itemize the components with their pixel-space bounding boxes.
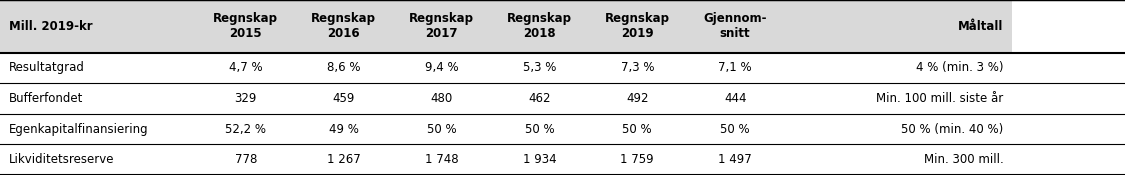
Bar [295, 52, 393, 83]
Bar [784, 52, 1013, 83]
Text: 50 %: 50 % [720, 122, 750, 136]
Text: Bufferfondet: Bufferfondet [9, 92, 83, 105]
Text: Regnskap
2016: Regnskap 2016 [312, 12, 376, 40]
Bar [588, 144, 686, 175]
Bar [197, 52, 295, 83]
Text: 8,6 %: 8,6 % [327, 61, 360, 74]
Text: 1 748: 1 748 [425, 153, 458, 166]
Text: Resultatgrad: Resultatgrad [9, 61, 84, 74]
Text: Regnskap
2018: Regnskap 2018 [507, 12, 572, 40]
Text: Regnskap
2015: Regnskap 2015 [214, 12, 278, 40]
Text: 462: 462 [528, 92, 550, 105]
Text: 1 934: 1 934 [523, 153, 556, 166]
Text: Måltall: Måltall [958, 20, 1004, 33]
Text: 480: 480 [431, 92, 452, 105]
Bar [393, 52, 490, 83]
Text: Gjennom-
snitt: Gjennom- snitt [703, 12, 767, 40]
Text: 329: 329 [235, 92, 256, 105]
Bar [686, 114, 784, 144]
Text: 444: 444 [724, 92, 747, 105]
Bar [0, 114, 197, 144]
Text: 50 % (min. 40 %): 50 % (min. 40 %) [901, 122, 1004, 136]
Bar [588, 0, 686, 52]
Text: Min. 300 mill.: Min. 300 mill. [924, 153, 1004, 166]
Text: 50 %: 50 % [622, 122, 652, 136]
Bar [686, 144, 784, 175]
Text: 4 % (min. 3 %): 4 % (min. 3 %) [916, 61, 1004, 74]
Bar [490, 52, 588, 83]
Text: 50 %: 50 % [426, 122, 457, 136]
Text: Mill. 2019-kr: Mill. 2019-kr [9, 20, 92, 33]
Bar [197, 0, 295, 52]
Bar [588, 114, 686, 144]
Bar [784, 114, 1013, 144]
Text: 5,3 %: 5,3 % [523, 61, 556, 74]
Text: 459: 459 [333, 92, 354, 105]
Text: Likviditetsreserve: Likviditetsreserve [9, 153, 115, 166]
Bar [0, 52, 197, 83]
Bar [197, 83, 295, 114]
Text: Regnskap
2019: Regnskap 2019 [605, 12, 669, 40]
Bar [784, 0, 1013, 52]
Bar [295, 83, 393, 114]
Text: 1 759: 1 759 [621, 153, 654, 166]
Bar [393, 114, 490, 144]
Bar [490, 114, 588, 144]
Text: 778: 778 [235, 153, 256, 166]
Bar [0, 0, 197, 52]
Bar [295, 114, 393, 144]
Bar [393, 144, 490, 175]
Text: Regnskap
2017: Regnskap 2017 [410, 12, 474, 40]
Bar [686, 83, 784, 114]
Bar [393, 0, 490, 52]
Bar [784, 83, 1013, 114]
Text: 1 267: 1 267 [327, 153, 360, 166]
Bar [588, 83, 686, 114]
Bar [197, 144, 295, 175]
Bar [393, 83, 490, 114]
Bar [0, 83, 197, 114]
Bar [784, 144, 1013, 175]
Text: 49 %: 49 % [328, 122, 359, 136]
Text: 52,2 %: 52,2 % [225, 122, 267, 136]
Bar [0, 144, 197, 175]
Text: 7,3 %: 7,3 % [621, 61, 654, 74]
Text: 7,1 %: 7,1 % [719, 61, 752, 74]
Text: 9,4 %: 9,4 % [425, 61, 458, 74]
Bar [588, 52, 686, 83]
Text: Egenkapitalfinansiering: Egenkapitalfinansiering [9, 122, 148, 136]
Bar [490, 144, 588, 175]
Bar [490, 0, 588, 52]
Bar [295, 144, 393, 175]
Text: 4,7 %: 4,7 % [229, 61, 262, 74]
Text: 1 497: 1 497 [718, 153, 752, 166]
Bar [686, 52, 784, 83]
Bar [197, 114, 295, 144]
Bar [490, 83, 588, 114]
Text: 492: 492 [626, 92, 648, 105]
Bar [686, 0, 784, 52]
Bar [295, 0, 393, 52]
Text: Min. 100 mill. siste år: Min. 100 mill. siste år [876, 92, 1004, 105]
Text: 50 %: 50 % [524, 122, 555, 136]
